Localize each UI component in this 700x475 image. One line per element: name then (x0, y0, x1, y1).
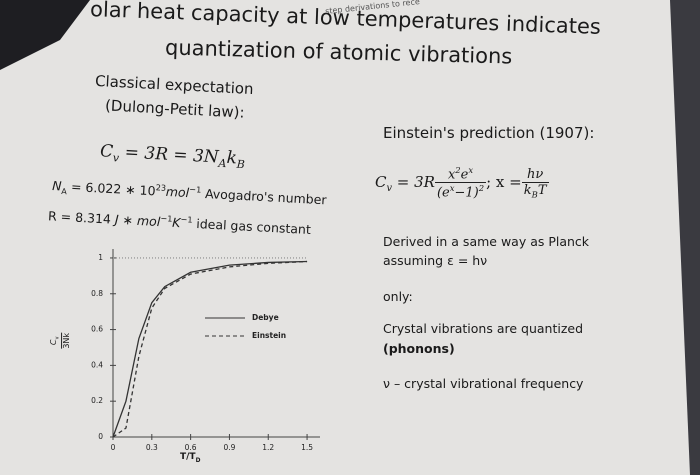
fraction: x2ex (ex−1)2 (434, 165, 487, 201)
y-tick-label: 1 (98, 253, 103, 262)
text: −1 (160, 213, 173, 224)
text: mol (136, 212, 161, 230)
text: ; x = (486, 172, 522, 191)
numerator: Cv (49, 332, 62, 349)
text: x (449, 183, 455, 194)
y-tick-label: 0.4 (91, 360, 103, 369)
note: (phonons) (383, 341, 455, 356)
note: Derived in a same way as Planck (383, 234, 590, 249)
text: (e (436, 185, 450, 201)
text: 2 (455, 165, 461, 175)
text: ∗ (118, 211, 138, 228)
text: C (99, 141, 114, 162)
note: ν – crystal vibrational frequency (383, 376, 584, 391)
note: assuming ε = hν (383, 253, 488, 268)
text: x (468, 165, 474, 175)
denominator: 3Nk (61, 332, 71, 349)
text: T/T (180, 452, 196, 462)
text: v (386, 182, 392, 194)
y-tick-label: 0.6 (91, 325, 103, 334)
text: D (195, 457, 201, 464)
x-tick-label: 0.3 (146, 443, 158, 452)
x-tick-label: 0.6 (185, 443, 197, 452)
numerator: x2ex (435, 165, 486, 182)
screen-edge (0, 0, 90, 70)
formula: Cv = 3R x2ex (ex−1)2; x = hν kBT (375, 165, 549, 201)
y-axis-label: Cv 3Nk (49, 332, 71, 349)
text: −1 (189, 184, 202, 195)
denominator: (ex−1)2 (434, 182, 487, 201)
x-tick-label: 0 (111, 443, 116, 452)
text: e (460, 167, 469, 183)
heading: Einstein's prediction (1907): (383, 124, 595, 142)
note: Crystal vibrations are quantized (383, 321, 584, 336)
text: = 3R (392, 172, 435, 191)
text: T (537, 182, 547, 198)
line (112, 260, 308, 438)
y-tick-label: 0 (98, 432, 103, 441)
text: k (523, 182, 532, 198)
text: = 6.022 ∗ 10 (66, 178, 156, 199)
x-tick-label: 1.5 (301, 443, 313, 452)
y-tick-label: 0.2 (91, 396, 103, 405)
text: x (447, 167, 456, 183)
text: 23 (155, 182, 167, 193)
text: B (236, 157, 246, 172)
legend-label: Debye (252, 313, 279, 322)
x-axis-label: T/TD (180, 452, 200, 464)
line (112, 260, 308, 438)
note: only: (383, 289, 413, 304)
legend-label: Einstein (252, 331, 286, 340)
text: B (531, 189, 538, 200)
text: −1) (454, 185, 479, 201)
numerator: hν (526, 166, 544, 182)
text: v (54, 336, 61, 340)
y-tick-label: 0.8 (91, 289, 103, 298)
text: = 3R = 3N (118, 142, 220, 168)
denominator: kBT (521, 181, 549, 200)
screen-edge (670, 0, 700, 475)
text: C (49, 339, 59, 346)
fraction: hν kBT (521, 166, 549, 200)
text: C (375, 172, 387, 191)
text: mol (165, 183, 190, 201)
text: 2 (478, 183, 485, 194)
x-tick-label: 0.9 (223, 443, 235, 452)
x-tick-label: 1.2 (262, 443, 274, 452)
